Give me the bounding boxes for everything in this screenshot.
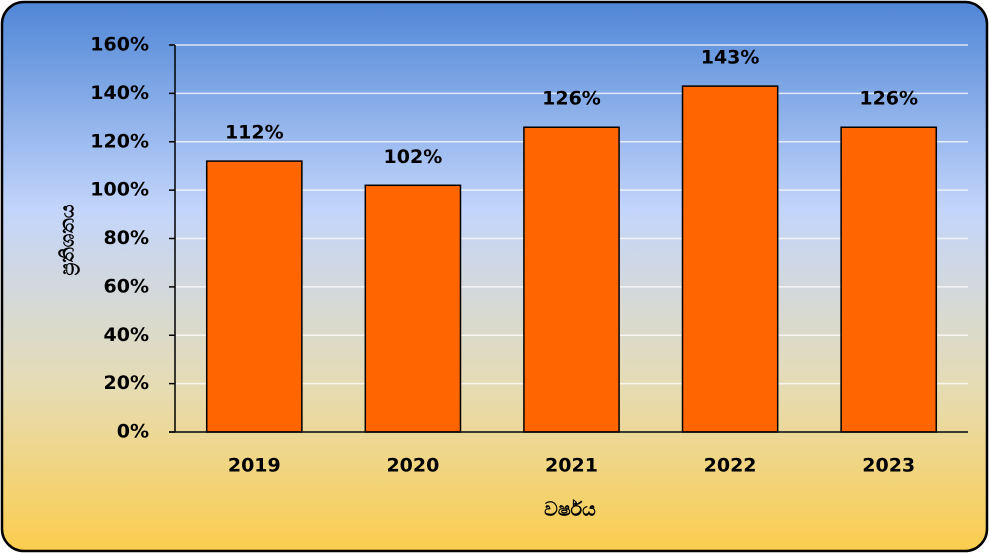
data-label: 143%	[701, 47, 760, 69]
y-tick-label: 40%	[104, 324, 149, 346]
x-tick-label: 2023	[862, 455, 915, 477]
x-tick-label: 2020	[386, 455, 439, 477]
y-tick-label: 120%	[90, 130, 149, 152]
data-label: 112%	[225, 122, 284, 144]
bar	[840, 126, 938, 433]
y-tick-label: 140%	[90, 82, 149, 104]
y-tick-label: 160%	[90, 34, 149, 56]
y-tick-label: 100%	[90, 179, 149, 201]
x-tick-label: 2021	[545, 455, 598, 477]
y-axis-label: ප්‍රතිශතය	[57, 204, 81, 275]
bar	[205, 160, 303, 433]
y-tick-label: 20%	[104, 372, 149, 394]
y-tick-label: 60%	[104, 275, 149, 297]
data-label: 126%	[859, 88, 918, 110]
y-tick-label: 80%	[104, 227, 149, 249]
bar	[681, 85, 779, 433]
data-label: 102%	[384, 146, 443, 168]
bar	[364, 184, 462, 433]
x-tick-label: 2019	[228, 455, 281, 477]
data-label: 126%	[542, 88, 601, 110]
x-tick-label: 2022	[704, 455, 757, 477]
x-axis-label: වර්ෂය	[544, 499, 596, 521]
y-tick-label: 0%	[117, 421, 149, 443]
bar	[523, 126, 620, 433]
